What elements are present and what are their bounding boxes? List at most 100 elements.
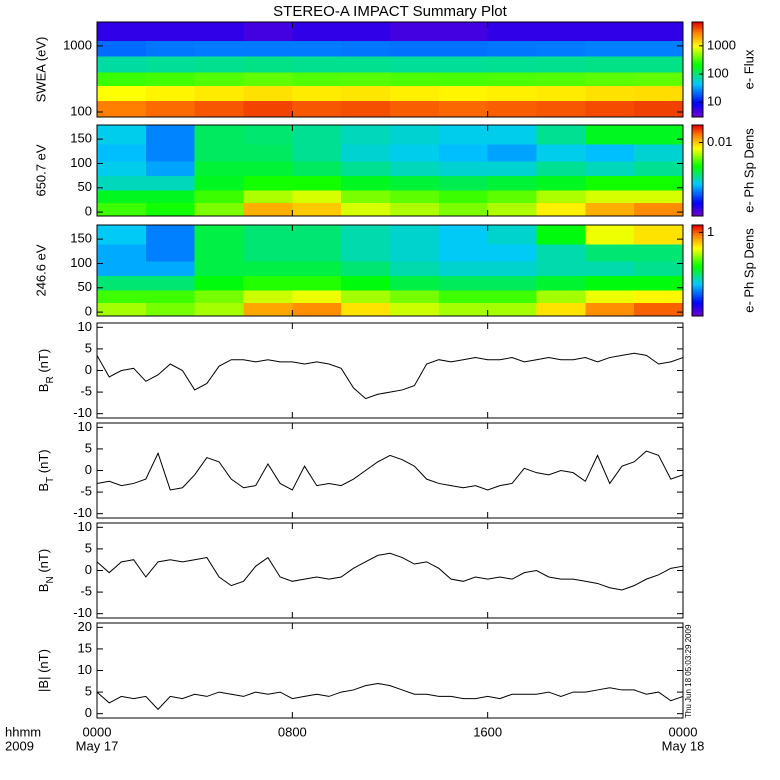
panel-frame <box>96 422 684 519</box>
colorbar-strip <box>692 291 703 294</box>
y-tick-label: 10 <box>78 319 92 334</box>
spectrogram-cell <box>634 190 684 203</box>
colorbar-strip <box>692 264 703 267</box>
y-tick-label: 20 <box>78 619 92 634</box>
colorbar-strip <box>692 91 703 94</box>
colorbar-strip <box>692 135 703 138</box>
colorbar-strip <box>692 72 703 75</box>
y-tick-label: 10 <box>78 519 92 534</box>
colorbar-label: e- Ph Sp Dens <box>741 228 756 313</box>
spectrogram-cell <box>438 175 489 191</box>
colorbar-strip <box>692 109 703 112</box>
colorbar-strip <box>692 147 703 150</box>
y-tick-label: 150 <box>70 131 92 146</box>
colorbar-strip <box>692 181 703 184</box>
spectrogram-cell <box>97 202 147 217</box>
colorbar-strip <box>692 255 703 258</box>
colorbar-strip <box>692 309 703 312</box>
spectrogram-cell <box>487 100 537 118</box>
y-tick-label: 10 <box>78 662 92 677</box>
spectrogram-cell <box>194 40 244 57</box>
colorbar-strip <box>692 164 703 167</box>
spectrogram-cell <box>585 161 635 177</box>
colorbar-strip <box>692 44 703 47</box>
spectrogram-cell <box>243 22 293 42</box>
spectrogram-cell <box>194 261 244 277</box>
spectrogram-cell <box>390 40 440 57</box>
spectrogram-cell <box>634 243 684 262</box>
spectrogram-cell <box>341 56 391 73</box>
colorbar-strip <box>692 131 703 134</box>
spectrogram-cell <box>292 143 342 162</box>
spectrogram-cell <box>634 202 684 217</box>
spectrogram-cell <box>97 190 147 203</box>
spectrogram-cell <box>341 175 391 191</box>
spectrogram-cell <box>390 85 440 101</box>
spectrogram-cell <box>634 275 684 291</box>
colorbar-frame <box>691 21 704 118</box>
colorbar-strip <box>692 75 703 78</box>
spectrogram-cell <box>292 225 342 245</box>
colorbar-strip <box>692 167 703 170</box>
spectrogram-cell <box>194 72 244 87</box>
spectrogram-cell <box>487 175 537 191</box>
colorbar-strip <box>692 191 703 194</box>
spectrogram-cell <box>634 56 684 73</box>
spectrogram-cell <box>487 290 537 303</box>
spectrogram-cell <box>194 56 244 73</box>
spectrogram-cell <box>536 100 586 118</box>
y-tick-label: 0 <box>85 362 92 377</box>
spectrogram-cell <box>536 175 586 191</box>
spectrogram-cell <box>145 202 196 217</box>
colorbar-strip <box>692 115 703 118</box>
y-tick-label: 1000 <box>63 37 92 52</box>
spectrogram-cell <box>390 261 440 277</box>
colorbar-strip <box>692 290 703 293</box>
colorbar-strip <box>692 262 703 265</box>
y-axis-label: |B| (nT) <box>36 649 51 692</box>
spectrogram-cell <box>145 175 196 191</box>
colorbar-strip <box>692 243 703 246</box>
spectrogram-cell <box>292 202 342 217</box>
y-axis-label-part: |B| <box>36 677 51 692</box>
spectrogram-cell <box>243 302 293 317</box>
colorbar-strip <box>692 128 703 131</box>
spectrogram-cell <box>634 290 684 303</box>
spectrogram-cell <box>243 85 293 101</box>
colorbar-strip <box>692 155 703 158</box>
colorbar-strip <box>692 231 703 234</box>
colorbar-strip <box>692 276 703 279</box>
spectrogram-cell <box>194 161 244 177</box>
spectrogram-cell <box>536 161 586 177</box>
colorbar-strip <box>692 184 703 187</box>
spectrogram-cell <box>97 125 147 145</box>
colorbar-strip <box>692 187 703 190</box>
y-tick-label: 100 <box>70 103 92 118</box>
colorbar-strip <box>692 237 703 240</box>
y-axis-label: BN (nT) <box>36 549 56 592</box>
colorbar-strip <box>692 247 703 250</box>
colorbar-strip <box>692 107 703 110</box>
colorbar-strip <box>692 74 703 77</box>
spectrogram-cell <box>390 175 440 191</box>
colorbar-strip <box>692 162 703 165</box>
colorbar-strip <box>692 176 703 179</box>
colorbar-tick-label: 1000 <box>707 37 736 52</box>
colorbar-strip <box>692 288 703 291</box>
spectrogram-cell <box>536 225 586 245</box>
colorbar-strip <box>692 308 703 311</box>
spectrogram-cell <box>145 72 196 87</box>
spectrogram-cell <box>438 161 489 177</box>
colorbar-strip <box>692 238 703 241</box>
spectrogram-cell <box>487 243 537 262</box>
colorbar-strip <box>692 234 703 237</box>
spectrogram-cell <box>243 275 293 291</box>
spectrogram-cell <box>145 161 196 177</box>
spectrogram-cell <box>243 100 293 118</box>
y-tick-label: 0 <box>85 304 92 319</box>
spectrogram-cell <box>634 261 684 277</box>
spectrogram-cell <box>487 125 537 145</box>
y-axis-label-subscript: R <box>45 376 56 383</box>
y-tick-label: 100 <box>70 255 92 270</box>
spectrogram-cell <box>390 202 440 217</box>
